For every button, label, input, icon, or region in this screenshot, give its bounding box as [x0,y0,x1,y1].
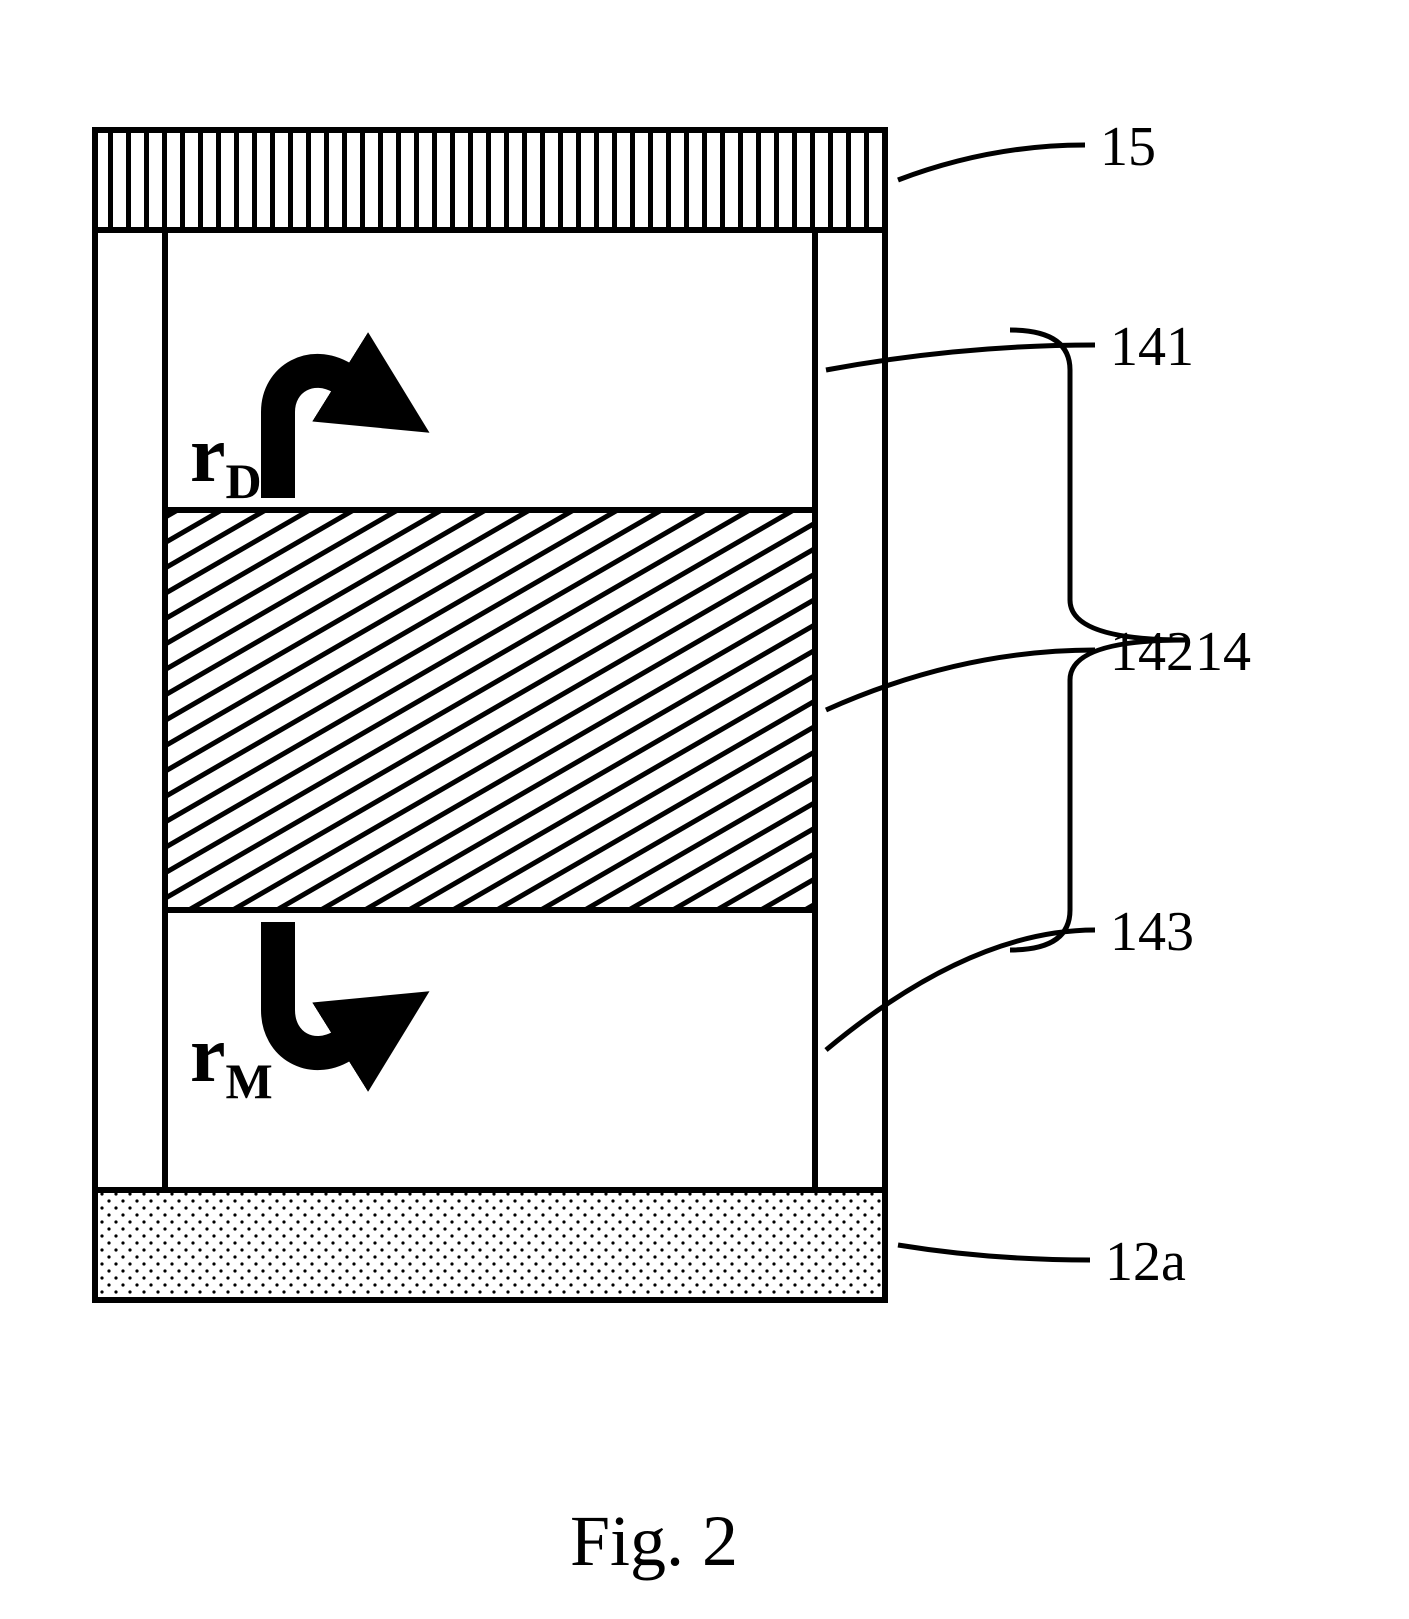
callout-12a: 12a [1105,1230,1186,1294]
arrow-rM-label-sub: M [226,1053,273,1109]
arrow-rM-label-main: r [190,1011,226,1099]
layer-12a [95,1190,885,1300]
callout-142: 142 [1110,620,1194,684]
layer-142 [165,510,815,910]
callout-15: 15 [1100,115,1156,179]
layer-15 [95,130,885,230]
arrow-rM-label: rM [190,1010,273,1110]
arrow-rD-label: rD [190,410,262,510]
figure-caption: Fig. 2 [570,1500,738,1583]
callout-143: 143 [1110,900,1194,964]
arrow-rD-label-main: r [190,411,226,499]
callout-141: 141 [1110,315,1194,379]
callout-14: 14 [1195,620,1251,684]
arrow-rD-label-sub: D [226,453,262,509]
